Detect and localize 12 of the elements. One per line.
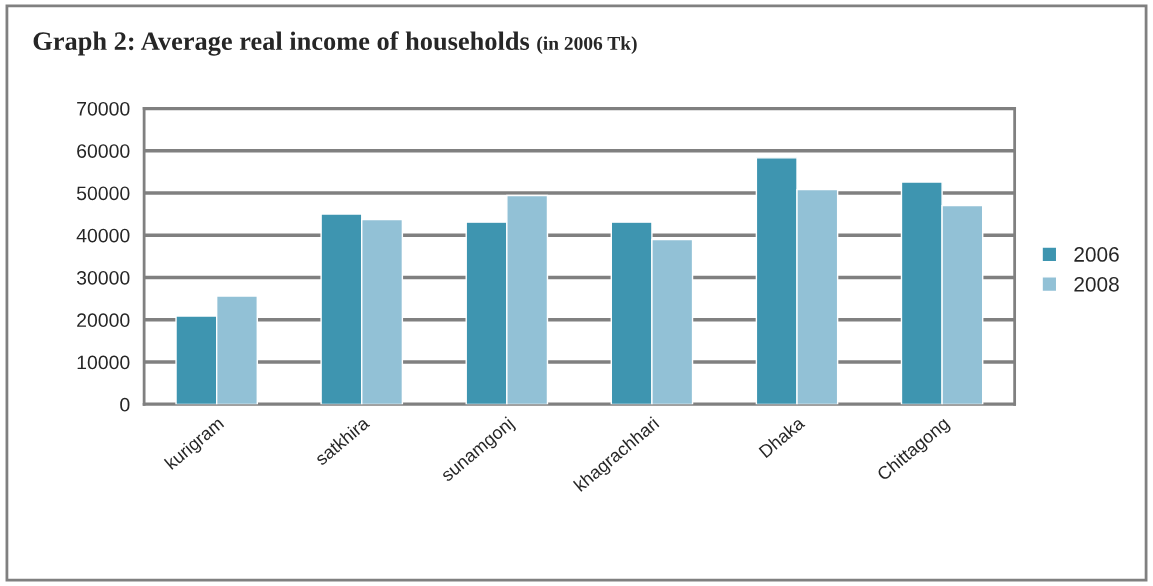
y-tick-label: 60000 xyxy=(77,144,130,158)
y-tick-label: 30000 xyxy=(76,270,130,285)
y-tick-label: 50000 xyxy=(76,186,130,201)
y-tick-label: 0 xyxy=(120,397,130,412)
y-tick-label: 10000 xyxy=(77,355,130,370)
chart-subtitle: (in 2006 Tk) xyxy=(537,36,637,54)
chart-title: Graph 2: Average real income of households xyxy=(33,31,530,56)
y-tick-label: 70000 xyxy=(77,101,130,116)
legend-label: 2008 xyxy=(1074,276,1119,292)
y-tick-label: 20000 xyxy=(77,313,130,328)
y-tick-label: 40000 xyxy=(76,228,130,243)
legend-label: 2006 xyxy=(1074,247,1119,262)
